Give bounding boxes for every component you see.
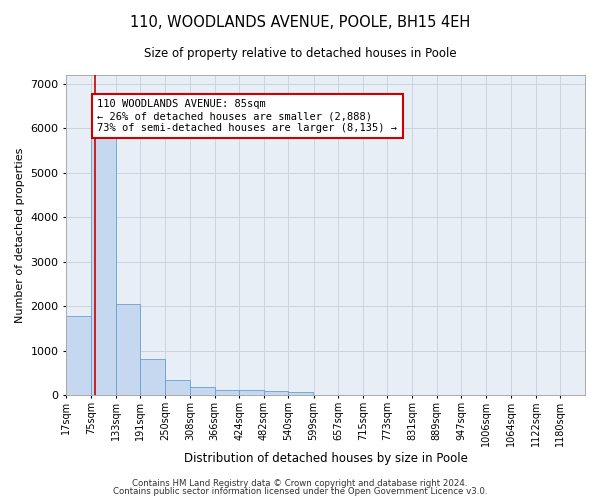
Bar (289, 392, 313, 396)
X-axis label: Distribution of detached houses by size in Poole: Distribution of detached houses by size … (184, 452, 467, 465)
Bar (165, 380, 190, 396)
Text: Size of property relative to detached houses in Poole: Size of property relative to detached ho… (143, 48, 457, 60)
Text: Contains public sector information licensed under the Open Government Licence v3: Contains public sector information licen… (113, 487, 487, 496)
Bar (264, 391, 289, 396)
Text: Contains HM Land Registry data © Crown copyright and database right 2024.: Contains HM Land Registry data © Crown c… (132, 478, 468, 488)
Text: 110, WOODLANDS AVENUE, POOLE, BH15 4EH: 110, WOODLANDS AVENUE, POOLE, BH15 4EH (130, 15, 470, 30)
Bar (239, 390, 264, 396)
Bar (140, 359, 165, 396)
Y-axis label: Number of detached properties: Number of detached properties (15, 148, 25, 323)
Bar (91, 138, 116, 396)
Text: 110 WOODLANDS AVENUE: 85sqm
← 26% of detached houses are smaller (2,888)
73% of : 110 WOODLANDS AVENUE: 85sqm ← 26% of det… (97, 100, 397, 132)
Bar (67, 316, 91, 396)
Bar (215, 390, 239, 396)
Bar (116, 304, 140, 396)
Bar (190, 387, 215, 396)
